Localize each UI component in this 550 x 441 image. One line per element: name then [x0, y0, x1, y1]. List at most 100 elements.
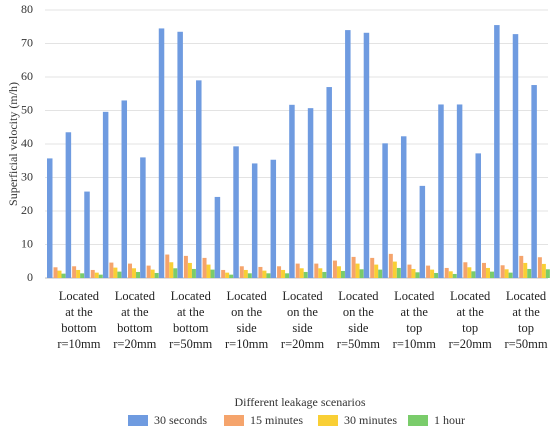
bar — [475, 153, 481, 278]
bar — [523, 262, 528, 278]
bar — [388, 253, 393, 278]
y-tick-label: 70 — [21, 35, 33, 49]
bar — [303, 271, 308, 278]
bar — [467, 267, 472, 278]
y-tick-label: 60 — [21, 69, 33, 83]
bar — [117, 271, 122, 278]
bar — [277, 266, 282, 278]
bar — [210, 269, 215, 278]
bar — [146, 265, 151, 278]
bar — [285, 273, 290, 278]
bar — [340, 270, 345, 278]
bar — [132, 268, 137, 278]
bar — [169, 262, 174, 278]
bar — [113, 267, 118, 278]
y-tick-label: 0 — [27, 270, 33, 284]
bar — [98, 274, 103, 278]
legend-label: 15 minutes — [250, 413, 303, 427]
bar — [322, 271, 327, 278]
bar — [47, 158, 53, 278]
y-tick-label: 40 — [21, 136, 33, 150]
bar — [191, 268, 196, 278]
y-tick-label: 30 — [21, 169, 33, 183]
bar — [229, 274, 234, 278]
bar — [299, 268, 304, 278]
x-tick-label: Located on the side r=50mm — [336, 289, 380, 351]
bar — [332, 260, 337, 278]
legend-label: 1 hour — [434, 413, 465, 427]
bar — [448, 271, 453, 278]
bar — [326, 87, 332, 278]
bar — [434, 272, 439, 278]
bar — [57, 270, 62, 278]
bar — [202, 257, 207, 278]
bar — [382, 143, 388, 278]
bar — [336, 266, 341, 278]
bar — [128, 263, 133, 278]
bar — [109, 262, 114, 278]
bar — [206, 264, 211, 278]
bar — [345, 30, 351, 278]
legend-swatch — [318, 415, 338, 426]
bar — [370, 257, 375, 278]
bar — [430, 269, 435, 278]
bar — [318, 268, 323, 278]
bar — [233, 146, 239, 278]
bar — [76, 269, 81, 278]
bar — [452, 273, 457, 278]
bar — [504, 269, 509, 278]
bar — [456, 104, 463, 278]
x-tick-label: Located at the top r=20mm — [448, 289, 492, 351]
bar — [519, 255, 524, 278]
bar — [214, 196, 221, 278]
bar — [463, 262, 468, 278]
bar — [173, 268, 178, 278]
bar — [84, 191, 90, 278]
bar — [489, 271, 494, 278]
y-tick-label: 80 — [21, 2, 33, 16]
bar — [243, 269, 248, 278]
bar — [541, 263, 546, 278]
bar — [61, 273, 66, 278]
x-tick-label: Located at the bottom r=10mm — [57, 289, 101, 351]
bar — [527, 268, 532, 278]
x-tick-label: Located on the side r=20mm — [280, 289, 325, 351]
bar — [407, 264, 412, 278]
bar — [165, 254, 170, 278]
bar — [102, 111, 109, 278]
bar — [307, 108, 314, 278]
bar — [281, 269, 286, 278]
bar — [444, 267, 449, 278]
bar — [392, 261, 397, 278]
x-tick-label: Located on the side r=10mm — [225, 289, 269, 351]
bar — [500, 265, 505, 278]
bar — [72, 266, 77, 278]
y-tick-label: 50 — [21, 102, 33, 116]
legend-label: 30 seconds — [154, 413, 207, 427]
bar — [154, 272, 159, 278]
bar — [187, 262, 192, 278]
bar — [481, 262, 486, 278]
bar — [251, 163, 258, 278]
bar — [537, 257, 542, 278]
bar — [266, 273, 271, 278]
bar — [471, 271, 476, 278]
bar — [545, 269, 550, 278]
bar — [80, 273, 85, 278]
bar — [438, 104, 444, 278]
bar — [90, 269, 95, 278]
bar — [65, 132, 72, 278]
bar — [351, 256, 356, 278]
bar — [426, 265, 431, 278]
bar — [419, 185, 426, 278]
y-axis-title: Superficial velocity (m/h) — [6, 82, 20, 206]
x-tick-label: Located at the top r=10mm — [392, 289, 436, 351]
bar — [485, 267, 490, 278]
y-tick-label: 10 — [21, 236, 33, 250]
legend-swatch — [128, 415, 148, 426]
bar — [258, 266, 263, 278]
bar — [221, 269, 226, 278]
bar — [262, 270, 267, 278]
bar — [289, 104, 295, 279]
